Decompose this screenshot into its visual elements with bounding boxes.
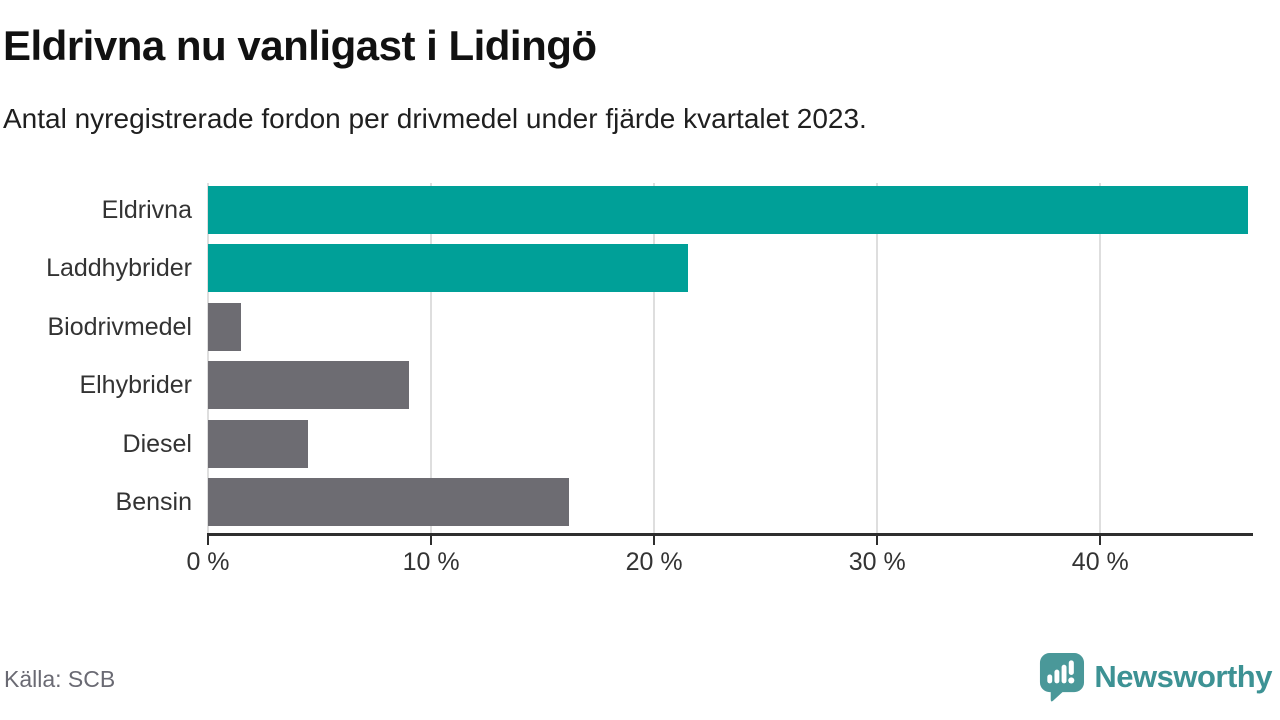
category-label-diesel: Diesel bbox=[122, 429, 192, 458]
brand-name: Newsworthy bbox=[1094, 659, 1272, 694]
bar-eldrivna bbox=[208, 186, 1248, 234]
tick-label-10: 10 % bbox=[402, 548, 460, 576]
category-label-bensin: Bensin bbox=[115, 488, 192, 516]
chart-title: Eldrivna nu vanligast i Lidingö bbox=[3, 22, 597, 69]
bar-bensin bbox=[208, 478, 570, 526]
tick-label-0: 0 % bbox=[186, 548, 230, 576]
category-label-laddhybrider: Laddhybrider bbox=[46, 254, 192, 283]
category-label-biodrivmedel: Biodrivmedel bbox=[47, 312, 192, 341]
tick-mark-10 bbox=[430, 536, 433, 545]
bar-biodrivmedel bbox=[208, 302, 242, 351]
bar-laddhybrider bbox=[208, 244, 688, 293]
bar-chart-plot-area bbox=[207, 183, 1252, 533]
tick-mark-30 bbox=[876, 536, 879, 545]
category-label-elhybrider: Elhybrider bbox=[79, 371, 192, 400]
x-axis-line bbox=[207, 533, 1253, 536]
gridline-10 bbox=[430, 183, 433, 533]
gridline-20 bbox=[653, 183, 656, 533]
tick-mark-0 bbox=[207, 536, 209, 545]
tick-label-40: 40 % bbox=[1071, 548, 1129, 576]
bar-diesel bbox=[208, 419, 309, 468]
chart-subtitle: Antal nyregistrerade fordon per drivmede… bbox=[3, 103, 867, 134]
newsworthy-icon bbox=[1038, 652, 1085, 702]
tick-label-20: 20 % bbox=[625, 548, 683, 576]
tick-mark-20 bbox=[653, 536, 656, 545]
tick-label-30: 30 % bbox=[848, 548, 906, 576]
gridline-30 bbox=[876, 183, 879, 533]
source-text: Källa: SCB bbox=[4, 666, 116, 692]
tick-mark-40 bbox=[1099, 536, 1102, 545]
gridline-40 bbox=[1099, 183, 1102, 533]
category-label-eldrivna: Eldrivna bbox=[101, 196, 192, 224]
brand-logo: Newsworthy bbox=[1038, 652, 1272, 702]
bar-elhybrider bbox=[208, 361, 409, 410]
gridline-0 bbox=[207, 183, 209, 533]
